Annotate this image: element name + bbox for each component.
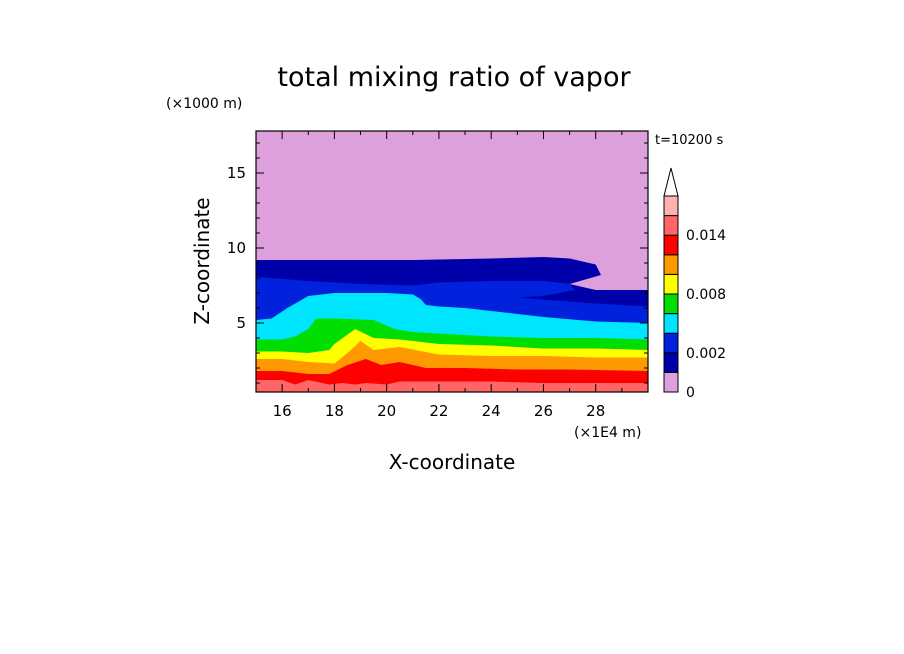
colorbar-swatch-8 xyxy=(663,215,679,236)
colorbar-swatch-9 xyxy=(663,195,679,217)
colorbar-swatch-7 xyxy=(663,234,679,256)
x-tick-label: 22 xyxy=(429,402,448,420)
colorbar-swatch-3 xyxy=(663,313,679,334)
colorbar-swatch-4 xyxy=(663,293,679,315)
x-tick-label: 26 xyxy=(534,402,553,420)
x-axis-title: X-coordinate xyxy=(389,450,516,474)
y-tick-label: 10 xyxy=(227,239,246,257)
y-axis-title: Z-coordinate xyxy=(190,197,214,324)
chart-title: total mixing ratio of vapor xyxy=(277,62,631,93)
colorbar-swatch-2 xyxy=(663,332,679,354)
x-unit-label: (×1E4 m) xyxy=(574,425,641,441)
contour-band-8 xyxy=(256,380,648,392)
x-tick-label: 28 xyxy=(586,402,605,420)
x-axis: 16 18 20 22 24 26 28 xyxy=(255,131,649,420)
colorbar: 0 0.002 0.008 0.014 xyxy=(663,167,726,401)
x-tick-label: 18 xyxy=(325,402,344,420)
y-tick-label: 15 xyxy=(227,164,246,182)
y-axis: 5 10 15 xyxy=(227,142,648,384)
x-tick-label: 16 xyxy=(273,402,292,420)
y-unit-label: (×1000 m) xyxy=(166,96,242,112)
colorbar-swatch-6 xyxy=(663,254,679,275)
colorbar-label: 0.014 xyxy=(686,228,726,244)
colorbar-swatch-1 xyxy=(663,352,679,373)
plot-area xyxy=(256,131,648,392)
colorbar-label: 0 xyxy=(686,385,695,401)
x-tick-label: 24 xyxy=(482,402,501,420)
plot-frame xyxy=(255,130,649,393)
x-tick-label: 20 xyxy=(377,402,396,420)
y-tick-label: 5 xyxy=(236,314,246,332)
colorbar-swatch-5 xyxy=(663,273,679,295)
colorbar-extend-arrow xyxy=(663,167,679,197)
colorbar-label: 0.008 xyxy=(686,287,726,303)
colorbar-swatch-0 xyxy=(663,371,679,393)
colorbar-label: 0.002 xyxy=(686,346,726,362)
time-label: t=10200 s xyxy=(655,133,723,148)
